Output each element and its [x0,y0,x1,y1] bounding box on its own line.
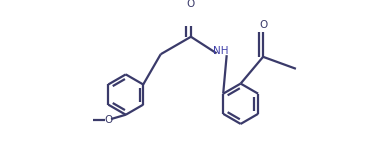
Text: O: O [259,20,267,30]
Text: NH: NH [213,46,229,55]
Text: O: O [104,115,112,125]
Text: O: O [187,0,195,9]
